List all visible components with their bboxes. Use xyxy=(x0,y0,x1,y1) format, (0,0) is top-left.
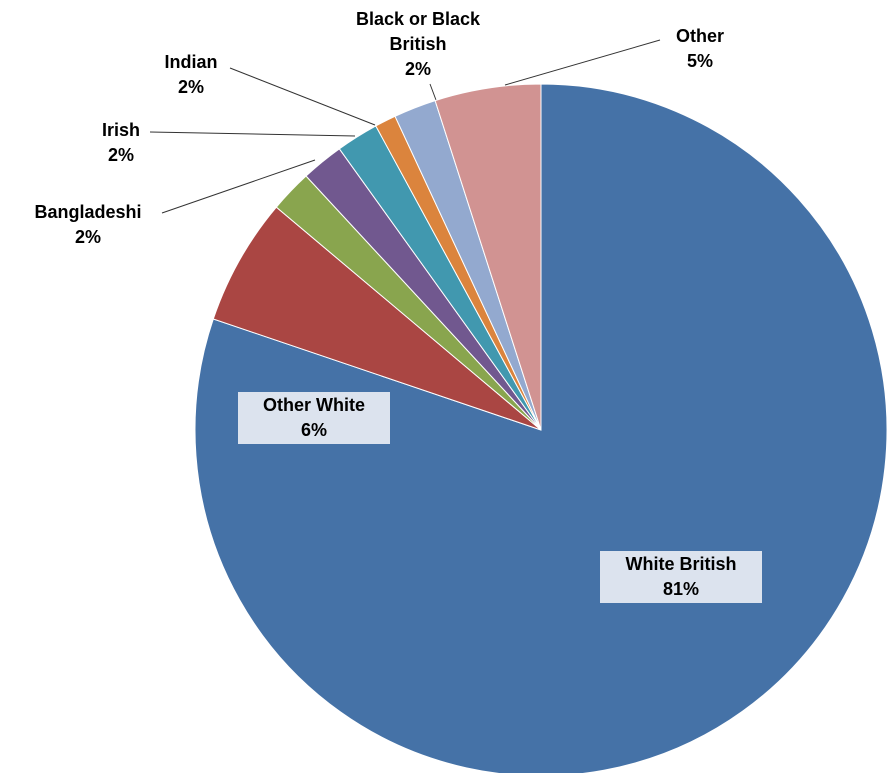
slice-value: 2% xyxy=(404,59,431,79)
leader-line xyxy=(229,67,376,126)
slice-value: 81% xyxy=(662,579,700,599)
slice-value: 2% xyxy=(107,145,134,165)
slice-category: Black or Black British xyxy=(355,9,481,54)
leader-line xyxy=(149,131,356,137)
slice-category: White British xyxy=(625,554,737,574)
slice-label: Irish 2% xyxy=(91,118,151,168)
slice-category: Other xyxy=(675,26,724,46)
slice-label: Bangladeshi 2% xyxy=(13,200,163,250)
leader-line xyxy=(504,39,661,86)
slice-value: 2% xyxy=(74,227,101,247)
pie-slice xyxy=(434,83,542,431)
slice-label: Other 5% xyxy=(660,24,740,74)
slice-label: Indian 2% xyxy=(151,50,231,100)
slice-label: White British 81% xyxy=(600,551,762,603)
slice-label: Other White 6% xyxy=(238,392,390,444)
slice-category: Indian xyxy=(164,52,218,72)
leader-line xyxy=(161,159,316,214)
slice-category: Irish xyxy=(101,120,140,140)
slice-category: Other White xyxy=(263,395,365,415)
pie-slice xyxy=(212,206,542,431)
slice-value: 5% xyxy=(686,51,713,71)
slice-label: Black or Black British 2% xyxy=(333,7,503,82)
leader-line xyxy=(429,83,437,101)
slice-value: 6% xyxy=(300,420,327,440)
slice-category: Bangladeshi xyxy=(34,202,142,222)
slice-value: 2% xyxy=(177,77,204,97)
